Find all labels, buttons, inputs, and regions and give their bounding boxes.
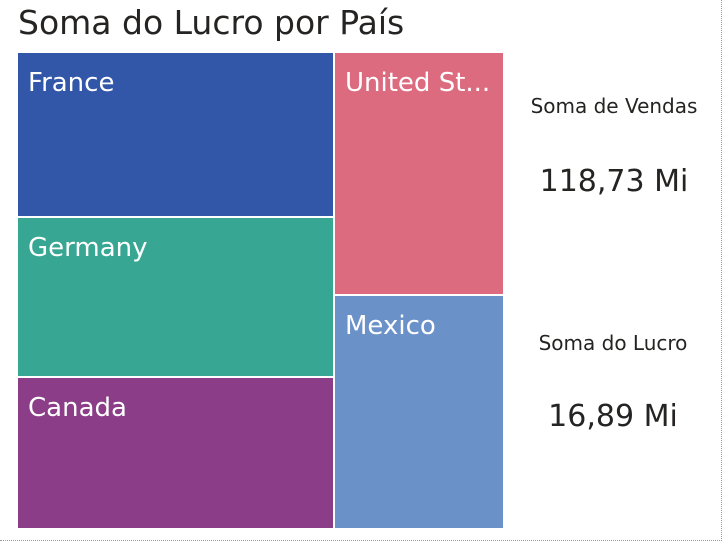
tile-label-canada: Canada <box>28 393 127 423</box>
tile-label-mexico: Mexico <box>345 311 436 341</box>
card-value-vendas: 118,73 Mi <box>539 164 689 199</box>
tile-france[interactable]: France <box>18 53 333 216</box>
card-soma-do-lucro: Soma do Lucro 16,89 Mi <box>513 330 713 437</box>
tile-label-united-states: United St... <box>345 68 491 98</box>
card-label-vendas: Soma de Vendas <box>530 94 698 118</box>
tile-germany[interactable]: Germany <box>18 218 333 376</box>
card-label-lucro: Soma do Lucro <box>538 331 688 355</box>
card-soma-de-vendas: Soma de Vendas 118,73 Mi <box>514 93 714 202</box>
tile-mexico[interactable]: Mexico <box>335 296 503 528</box>
tile-united-states[interactable]: United St... <box>335 53 503 294</box>
tile-label-france: France <box>28 68 115 98</box>
tile-canada[interactable]: Canada <box>18 378 333 528</box>
chart-title: Soma do Lucro por País <box>18 3 405 42</box>
card-value-lucro: 16,89 Mi <box>548 399 678 434</box>
tile-label-germany: Germany <box>28 233 148 263</box>
